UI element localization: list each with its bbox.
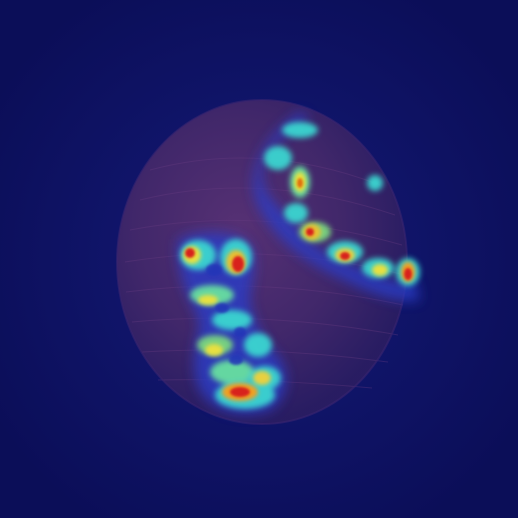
- heatmap-region-upper-right: [253, 112, 420, 301]
- heatmap-region-lower-left: [177, 232, 286, 414]
